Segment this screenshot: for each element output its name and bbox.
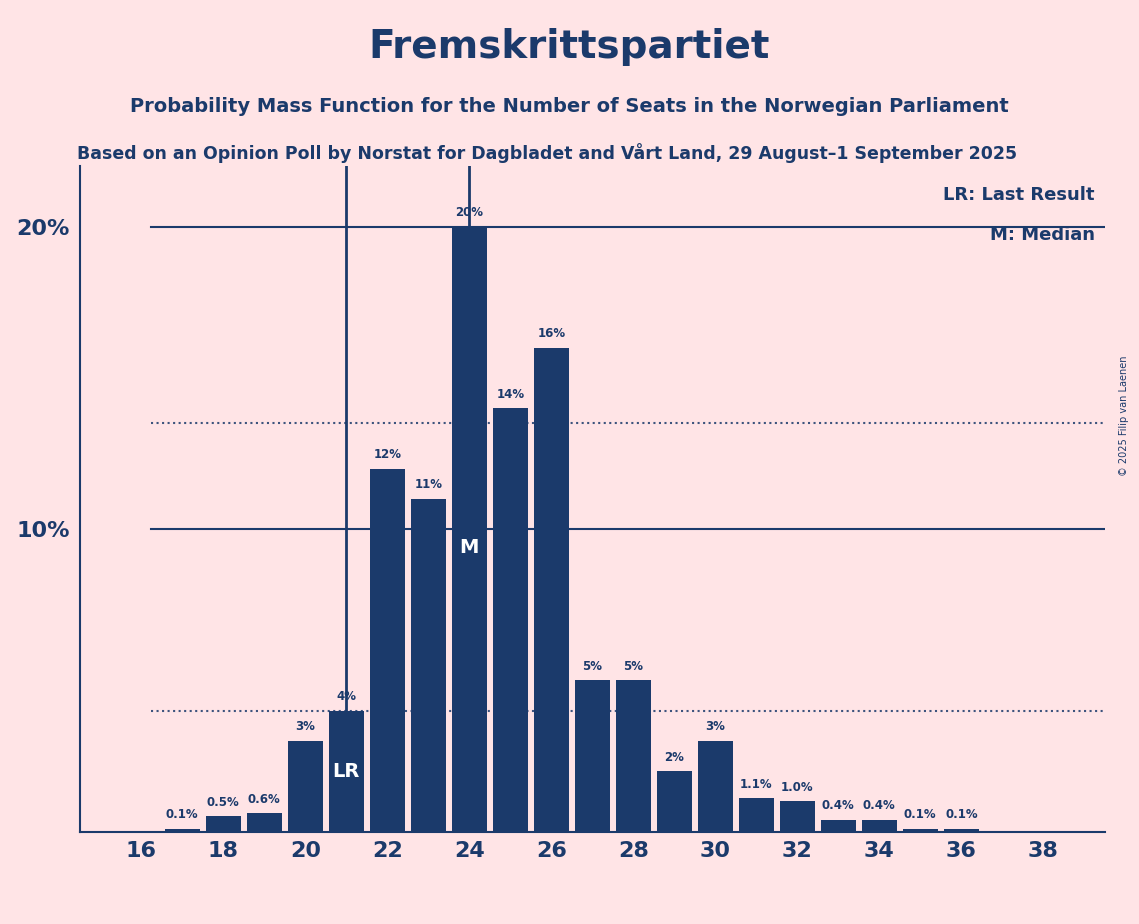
Text: Probability Mass Function for the Number of Seats in the Norwegian Parliament: Probability Mass Function for the Number… xyxy=(130,97,1009,116)
Bar xyxy=(493,408,527,832)
Bar xyxy=(780,801,814,832)
Text: 4%: 4% xyxy=(336,690,357,703)
Bar xyxy=(944,829,978,832)
Text: LR: Last Result: LR: Last Result xyxy=(943,187,1095,204)
Bar xyxy=(452,226,486,832)
Text: 0.1%: 0.1% xyxy=(945,808,977,821)
Text: 11%: 11% xyxy=(415,479,442,492)
Text: 0.1%: 0.1% xyxy=(904,808,936,821)
Text: M: Median: M: Median xyxy=(990,226,1095,244)
Text: 20%: 20% xyxy=(456,206,483,219)
Text: 0.1%: 0.1% xyxy=(166,808,198,821)
Text: 2%: 2% xyxy=(664,750,685,763)
Text: 5%: 5% xyxy=(582,660,603,673)
Text: M: M xyxy=(459,538,480,557)
Text: 3%: 3% xyxy=(295,721,316,734)
Text: 12%: 12% xyxy=(374,448,401,461)
Bar xyxy=(411,499,445,832)
Text: 3%: 3% xyxy=(705,721,726,734)
Bar xyxy=(698,741,732,832)
Text: Fremskrittspartiet: Fremskrittspartiet xyxy=(369,28,770,66)
Text: 14%: 14% xyxy=(497,388,524,401)
Bar xyxy=(288,741,322,832)
Bar xyxy=(206,817,240,832)
Bar xyxy=(821,820,855,832)
Text: 0.4%: 0.4% xyxy=(822,799,854,812)
Text: 1.0%: 1.0% xyxy=(781,781,813,794)
Text: Based on an Opinion Poll by Norstat for Dagbladet and Vårt Land, 29 August–1 Sep: Based on an Opinion Poll by Norstat for … xyxy=(76,143,1017,164)
Text: 0.4%: 0.4% xyxy=(863,799,895,812)
Bar xyxy=(903,829,937,832)
Bar xyxy=(739,798,773,832)
Bar xyxy=(329,711,363,832)
Bar xyxy=(575,680,609,832)
Bar xyxy=(862,820,896,832)
Bar xyxy=(247,813,281,832)
Text: 5%: 5% xyxy=(623,660,644,673)
Text: LR: LR xyxy=(333,761,360,781)
Bar xyxy=(534,347,568,832)
Text: 0.6%: 0.6% xyxy=(248,793,280,806)
Text: 1.1%: 1.1% xyxy=(740,778,772,791)
Bar xyxy=(657,772,691,832)
Bar xyxy=(616,680,650,832)
Bar xyxy=(370,468,404,832)
Text: © 2025 Filip van Laenen: © 2025 Filip van Laenen xyxy=(1120,356,1129,476)
Text: 16%: 16% xyxy=(538,327,565,340)
Text: 0.5%: 0.5% xyxy=(207,796,239,808)
Bar xyxy=(165,829,199,832)
